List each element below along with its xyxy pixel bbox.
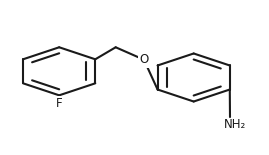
Text: F: F [56, 97, 62, 110]
Text: O: O [139, 53, 148, 66]
Text: NH₂: NH₂ [224, 118, 246, 131]
